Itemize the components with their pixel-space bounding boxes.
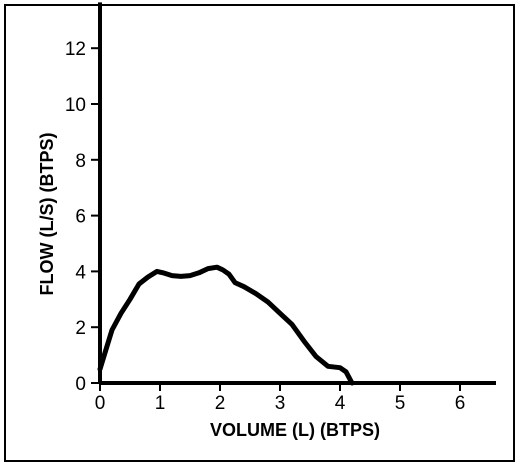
axes bbox=[98, 2, 496, 385]
x-axis-label: VOLUME (L) (BTPS) bbox=[210, 420, 380, 440]
x-tick-label: 6 bbox=[455, 393, 466, 414]
y-tick-label: 0 bbox=[75, 374, 86, 395]
y-axis-ticks: 0 2 4 6 8 10 12 bbox=[65, 39, 100, 395]
y-tick-label: 2 bbox=[75, 318, 86, 339]
y-tick-label: 6 bbox=[75, 207, 86, 228]
x-tick-label: 5 bbox=[395, 393, 406, 414]
y-tick-label: 12 bbox=[65, 39, 86, 60]
series-group bbox=[97, 264, 355, 386]
y-tick-label: 10 bbox=[65, 95, 86, 116]
x-tick-label: 4 bbox=[335, 393, 346, 414]
x-tick-label: 3 bbox=[275, 393, 286, 414]
chart-frame bbox=[4, 4, 515, 462]
y-tick-label: 8 bbox=[75, 151, 86, 172]
y-tick-label: 4 bbox=[75, 262, 86, 283]
x-tick-label: 1 bbox=[155, 393, 166, 414]
x-tick-label: 2 bbox=[215, 393, 226, 414]
x-tick-label: 0 bbox=[95, 393, 106, 414]
y-axis-label: FLOW (L/S) (BTPS) bbox=[37, 133, 57, 296]
flow-volume-curve bbox=[97, 264, 355, 386]
x-axis-ticks: 0 1 2 3 4 5 6 bbox=[95, 383, 466, 414]
